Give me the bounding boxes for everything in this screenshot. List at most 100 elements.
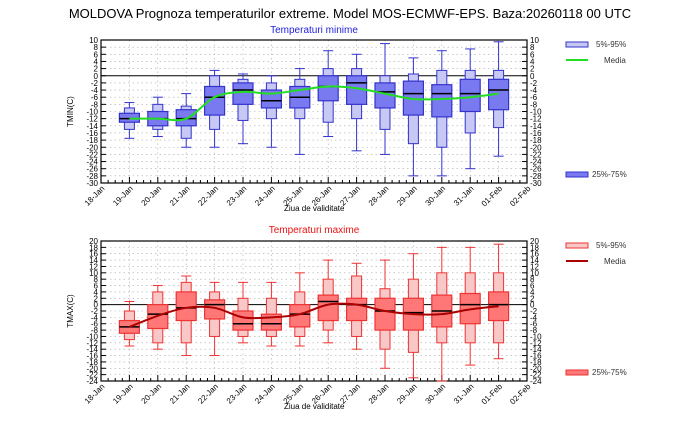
- x-tick-label: 20-Jan: [140, 184, 164, 208]
- y-tick-label: 0: [530, 72, 535, 81]
- y-tick-label: -28: [86, 172, 98, 181]
- x-axis-title: Ziua de validitate: [284, 204, 345, 213]
- legend-label-5-95: 5%-95%: [596, 40, 626, 49]
- box-25-Jan: [289, 68, 311, 155]
- y-tick-label: -16: [530, 352, 542, 361]
- y-tick-label: 8: [94, 275, 99, 284]
- box-01-Feb: [488, 41, 510, 157]
- y-tick-label: 18: [89, 243, 98, 252]
- y-tick-label: -16: [530, 129, 542, 138]
- y-tick-label: -12: [86, 339, 98, 348]
- y-tick-label: 10: [530, 36, 539, 45]
- box-25-75: [346, 297, 368, 322]
- y-tick-label: -26: [86, 165, 98, 174]
- y-tick-label: -20: [86, 143, 98, 152]
- y-tick-label: 4: [530, 57, 535, 66]
- x-tick-label: 23-Jan: [225, 382, 249, 406]
- box-25-75: [317, 294, 339, 322]
- y-tick-label: 0: [94, 301, 99, 310]
- y-tick-label: -14: [86, 345, 98, 354]
- y-tick-label: -28: [530, 172, 542, 181]
- y-tick-label: 6: [94, 282, 99, 291]
- x-tick-label: 20-Jan: [140, 382, 164, 406]
- y-tick-label: 0: [530, 301, 535, 310]
- media-line: [129, 85, 499, 122]
- box-23-Jan: [232, 73, 254, 145]
- x-tick-label: 30-Jan: [424, 184, 448, 208]
- y-tick-label: -10: [530, 332, 542, 341]
- x-tick-label: 19-Jan: [111, 382, 135, 406]
- box-25-Jan: [289, 272, 311, 347]
- y-tick-label: 2: [94, 294, 99, 303]
- y-tick-label: -22: [530, 150, 542, 159]
- box-31-Jan: [459, 246, 481, 366]
- box-25-75: [459, 78, 481, 113]
- box-31-Jan: [459, 48, 481, 170]
- y-tick-label: -24: [530, 377, 542, 386]
- x-tick-label: 29-Jan: [395, 184, 419, 208]
- y-tick-label: -18: [530, 358, 542, 367]
- y-tick-label: -20: [86, 364, 98, 373]
- y-tick-label: -6: [91, 93, 99, 102]
- box-28-Jan: [374, 43, 396, 155]
- chart-panel-tmax: Temperaturi maxime-24 -24-22 -22-20 -20-18-…: [66, 225, 627, 411]
- box-28-Jan: [374, 259, 396, 369]
- chart-panel-tmin: Temperaturi minime-30 -30-28 -28-26 -26-24-…: [66, 25, 627, 213]
- x-tick-label: 01-Feb: [480, 184, 505, 209]
- legend: 5%-95% Media 25%-75%: [565, 241, 627, 377]
- box-26-Jan: [317, 50, 339, 138]
- y-tick-label: -2: [530, 79, 538, 88]
- y-tick-label: 2: [94, 65, 99, 74]
- legend-label-media: Media: [604, 257, 626, 266]
- x-tick-label: 02-Feb: [508, 382, 533, 407]
- x-tick-label: 22-Jan: [196, 184, 220, 208]
- y-tick-label: -8: [530, 326, 538, 335]
- y-tick-label: -12: [530, 115, 542, 124]
- y-tick-label: 12: [530, 262, 539, 271]
- y-tick-label: -20: [530, 364, 542, 373]
- legend-swatch-5-95: [565, 242, 589, 249]
- box-19-Jan: [118, 102, 141, 139]
- y-tick-label: -18: [86, 136, 98, 145]
- x-tick-label: 24-Jan: [253, 184, 277, 208]
- box-25-75: [317, 75, 339, 102]
- y-tick-label: -24: [86, 377, 98, 386]
- y-tick-label: 4: [530, 288, 535, 297]
- y-tick-label: 10: [89, 269, 98, 278]
- y-tick-label: 14: [89, 256, 98, 265]
- y-tick-label: -20: [530, 143, 542, 152]
- y-tick-label: 12: [89, 262, 98, 271]
- chart-title: Temperaturi minime: [270, 25, 358, 36]
- box-22-Jan: [204, 281, 226, 357]
- x-tick-label: 01-Feb: [480, 382, 505, 407]
- legend-label-25-75: 25%-75%: [592, 368, 627, 377]
- box-25-75: [374, 297, 396, 331]
- x-tick-label: 28-Jan: [367, 382, 391, 406]
- y-tick-label: -30: [530, 179, 542, 188]
- main-title: MOLDOVA Prognoza temperaturilor extreme.…: [68, 6, 632, 21]
- y-tick-label: -22: [530, 371, 542, 380]
- y-tick-label: -2: [530, 307, 538, 316]
- box-24-Jan: [260, 75, 282, 148]
- legend-label-25-75: 25%-75%: [592, 170, 627, 179]
- y-tick-label: -12: [530, 339, 542, 348]
- y-tick-label: -4: [91, 86, 99, 95]
- y-tick-label: -10: [530, 108, 542, 117]
- x-tick-label: 29-Jan: [395, 382, 419, 406]
- box-30-Jan: [431, 246, 453, 382]
- legend: 5%-95% Media 25%-75%: [565, 40, 627, 179]
- y-tick-label: -12: [86, 115, 98, 124]
- box-25-75: [260, 89, 282, 109]
- y-tick-label: 4: [94, 288, 99, 297]
- box-30-Jan: [431, 50, 453, 177]
- y-tick-label: 4: [94, 57, 99, 66]
- y-tick-label: -18: [530, 136, 542, 145]
- x-tick-label: 22-Jan: [196, 382, 220, 406]
- x-tick-label: 19-Jan: [111, 184, 135, 208]
- y-tick-label: -14: [530, 345, 542, 354]
- legend-swatch-25-75: [565, 171, 589, 178]
- y-tick-label: 10: [530, 269, 539, 278]
- chart-title: Temperaturi maxime: [269, 225, 360, 236]
- y-tick-label: 14: [530, 256, 539, 265]
- y-tick-label: 2: [530, 294, 535, 303]
